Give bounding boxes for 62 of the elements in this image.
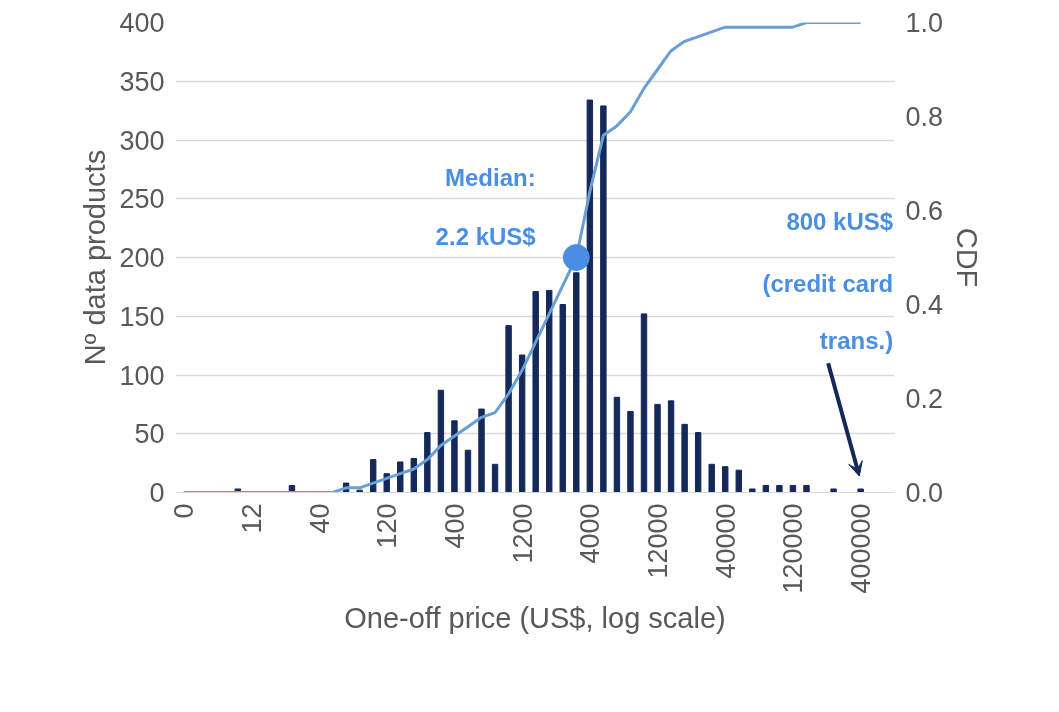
- x-tick-label: 0: [169, 503, 200, 519]
- y-tick-label: 0: [149, 478, 165, 508]
- y2-tick-label: 0.0: [905, 478, 944, 508]
- y-axis-title: Nº data products: [79, 149, 112, 366]
- bar: [830, 488, 837, 493]
- y-tick-label: 400: [119, 8, 165, 38]
- bar: [667, 400, 675, 493]
- x-tick-label: 1200: [507, 503, 538, 564]
- bar: [559, 304, 566, 493]
- x-tick-label: 4000: [575, 503, 606, 564]
- bar: [546, 289, 553, 493]
- annotation: trans.): [819, 327, 894, 355]
- bar: [491, 463, 499, 493]
- y-tick-label: 50: [134, 419, 165, 450]
- y2-tick-label: 0.6: [905, 196, 944, 226]
- x-tick-label: 12000: [643, 503, 674, 579]
- annotation: 800 kUS$: [786, 207, 894, 235]
- y2-tick-label: 1.0: [905, 8, 944, 38]
- y-tick-label: 300: [119, 125, 165, 156]
- y2-tick-label: 0.8: [905, 102, 944, 132]
- y-tick-label: 150: [119, 301, 165, 332]
- bar: [600, 105, 607, 493]
- y2-axis-title: CDF: [951, 227, 984, 288]
- bar: [573, 272, 580, 493]
- x-axis-title: One-off price (US$, log scale): [344, 601, 726, 634]
- bar: [803, 484, 810, 493]
- x-tick-label: 40: [304, 503, 335, 534]
- bar: [708, 463, 715, 493]
- bar: [694, 432, 702, 493]
- x-tick-label: 120: [372, 503, 403, 549]
- y-tick-label: 350: [119, 66, 165, 97]
- bar: [478, 408, 485, 493]
- annotation: Median:: [445, 164, 536, 192]
- x-tick-label: 400000: [846, 503, 877, 594]
- bar: [627, 410, 634, 493]
- annotation: (credit card: [762, 269, 894, 297]
- y2-tick-label: 0.4: [905, 290, 944, 320]
- bar: [654, 403, 661, 493]
- y-tick-label: 250: [119, 184, 165, 215]
- bar: [613, 396, 621, 493]
- bar: [735, 469, 742, 493]
- bar: [776, 484, 783, 493]
- annotation: 2.2 kUS$: [435, 222, 537, 250]
- x-tick-label: 40000: [710, 503, 741, 579]
- bar: [451, 420, 458, 493]
- bar: [640, 313, 648, 493]
- y-tick-label: 100: [119, 360, 165, 391]
- bar: [681, 423, 688, 493]
- bar: [749, 488, 756, 493]
- bar: [424, 432, 431, 493]
- bar: [437, 389, 445, 493]
- x-tick-label: 120000: [778, 503, 809, 594]
- bar: [505, 325, 512, 493]
- x-tick-label: 12: [236, 503, 267, 534]
- bar: [532, 291, 539, 493]
- x-tick-label: 400: [439, 503, 470, 549]
- bar: [722, 466, 729, 493]
- bar: [857, 488, 864, 493]
- bar: [586, 99, 594, 493]
- y2-tick-label: 0.2: [905, 384, 944, 414]
- bar: [464, 449, 472, 493]
- y-tick-label: 200: [119, 243, 165, 273]
